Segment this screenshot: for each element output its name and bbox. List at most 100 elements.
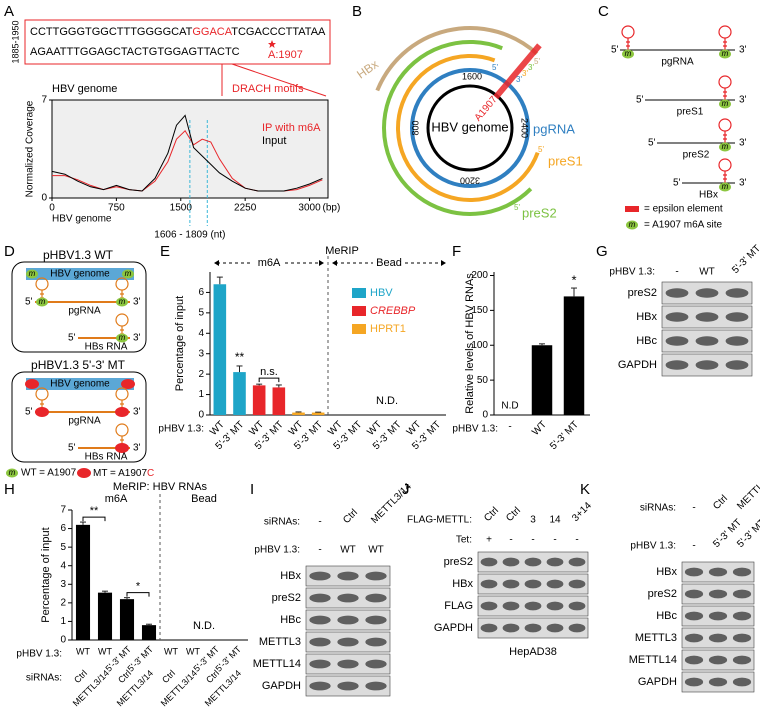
y-tick-label: 200: [471, 270, 488, 281]
blot-band: [725, 288, 749, 298]
blot-row-label: HBc: [656, 610, 677, 622]
panel-letter: E: [160, 243, 170, 260]
blot-band: [546, 557, 564, 567]
arrow-head: [332, 260, 337, 266]
blot-band: [732, 611, 752, 621]
x-tick-label: WT: [76, 646, 90, 656]
plasmid-box: [11, 261, 147, 353]
mutation-site: [115, 407, 129, 417]
blot-band: [708, 633, 728, 643]
rna-arc: [396, 54, 540, 202]
rna-label: HBs RNA: [85, 452, 128, 463]
rna-label: HBs RNA: [85, 342, 128, 353]
blot-band: [524, 557, 542, 567]
x-tick-label: WT: [164, 646, 178, 656]
y-axis-label: Normalized Coverage: [25, 100, 36, 197]
legend-label: IP with m6A: [262, 122, 321, 134]
plot-background: [51, 99, 329, 199]
y-tick-label: 150: [471, 305, 488, 316]
y-tick-label: 7: [41, 95, 47, 106]
sequence-segment: CCTTGGGTGGCTTTGGGGCAT: [30, 26, 193, 38]
stem-loop: [115, 387, 129, 401]
blot-band: [665, 360, 689, 370]
lane-header-label: pHBV 1.3:: [609, 267, 655, 278]
blot-row-label: HBx: [656, 566, 677, 578]
y-tick-label: 4: [60, 560, 66, 571]
blot-band: [725, 360, 749, 370]
blot-band: [732, 633, 752, 643]
bar: [272, 387, 286, 415]
end-label: 5': [538, 145, 544, 154]
x-tick-label: 1500: [170, 203, 193, 214]
x-row-label: pHBV 1.3:: [452, 424, 498, 435]
panel-letter: B: [352, 3, 362, 20]
blot-row-label: preS2: [444, 556, 473, 568]
rna-arc: [382, 40, 533, 216]
panel-letter: A: [4, 3, 14, 20]
blot-row-label: METTL14: [629, 654, 677, 666]
lane-label: METTL3/14: [735, 467, 760, 512]
end-label: 3': [739, 138, 747, 149]
lane-label: 3: [530, 515, 536, 526]
significance-bracket: [126, 592, 150, 597]
lane-label: 5'-3' MT: [730, 243, 760, 276]
blot-band: [546, 623, 564, 633]
end-label: 5': [25, 297, 33, 308]
blot-band: [337, 637, 359, 647]
rna-ring: [410, 68, 530, 188]
blot-band: [708, 589, 728, 599]
end-label: 5': [25, 407, 33, 418]
mutation-site: [25, 379, 39, 389]
lane-header-label: pHBV 1.3:: [630, 541, 676, 552]
lane-label: Ctrl: [341, 507, 360, 526]
x-unit: (bp): [323, 203, 341, 214]
bar: [531, 345, 553, 415]
m6a-site: [719, 99, 731, 109]
y-tick-label: 2: [60, 597, 66, 608]
bar: [119, 599, 135, 640]
legend-label: Input: [262, 135, 286, 147]
end-label: 5': [514, 203, 520, 212]
x-row-label: siRNAs:: [26, 673, 62, 684]
stem-loop: [115, 313, 129, 327]
significance-bracket: [82, 516, 106, 522]
blot-band: [568, 579, 586, 589]
m6a-site: [719, 142, 731, 152]
m6a-letter: m: [722, 142, 729, 151]
lane-label: WT: [340, 545, 356, 556]
construct-title: pHBV1.3 5'-3' MT: [31, 358, 126, 372]
end-label: 3': [739, 178, 747, 189]
stem-loop: [723, 171, 727, 183]
blot-band: [337, 571, 359, 581]
end-label: 5': [492, 63, 498, 72]
genome-ring: [426, 84, 514, 172]
lane-header-label: siRNAs:: [640, 503, 676, 514]
lane-header-label: siRNAs:: [264, 517, 300, 528]
rna-label: pgRNA: [661, 57, 694, 68]
lane-label: -: [692, 503, 695, 514]
rna-arc: [375, 26, 539, 92]
lane-header-label: pHBV 1.3:: [254, 545, 300, 556]
connector: [231, 63, 327, 97]
blot-band: [524, 579, 542, 589]
blot-band: [480, 601, 498, 611]
blot-band: [708, 567, 728, 577]
m6a-site: [116, 297, 128, 307]
m6a-site: [6, 468, 18, 478]
significance-label: **: [90, 505, 99, 517]
significance-label: *: [136, 581, 141, 593]
range-label: 1885-1950: [10, 20, 20, 63]
blot-band: [502, 623, 520, 633]
site-label: A:1907: [268, 49, 303, 61]
position-label: 3200: [460, 176, 480, 186]
legend-swatch: [352, 306, 366, 316]
blot-band: [665, 336, 689, 346]
significance-bracket: [258, 377, 280, 383]
y-axis-label: Percentage of input: [174, 296, 186, 391]
plasmid-box: [11, 371, 147, 463]
y-tick-label: 0: [41, 193, 47, 204]
end-label: 5': [648, 138, 656, 149]
construct-title: pHBV1.3 WT: [43, 248, 114, 262]
blot-band: [337, 681, 359, 691]
